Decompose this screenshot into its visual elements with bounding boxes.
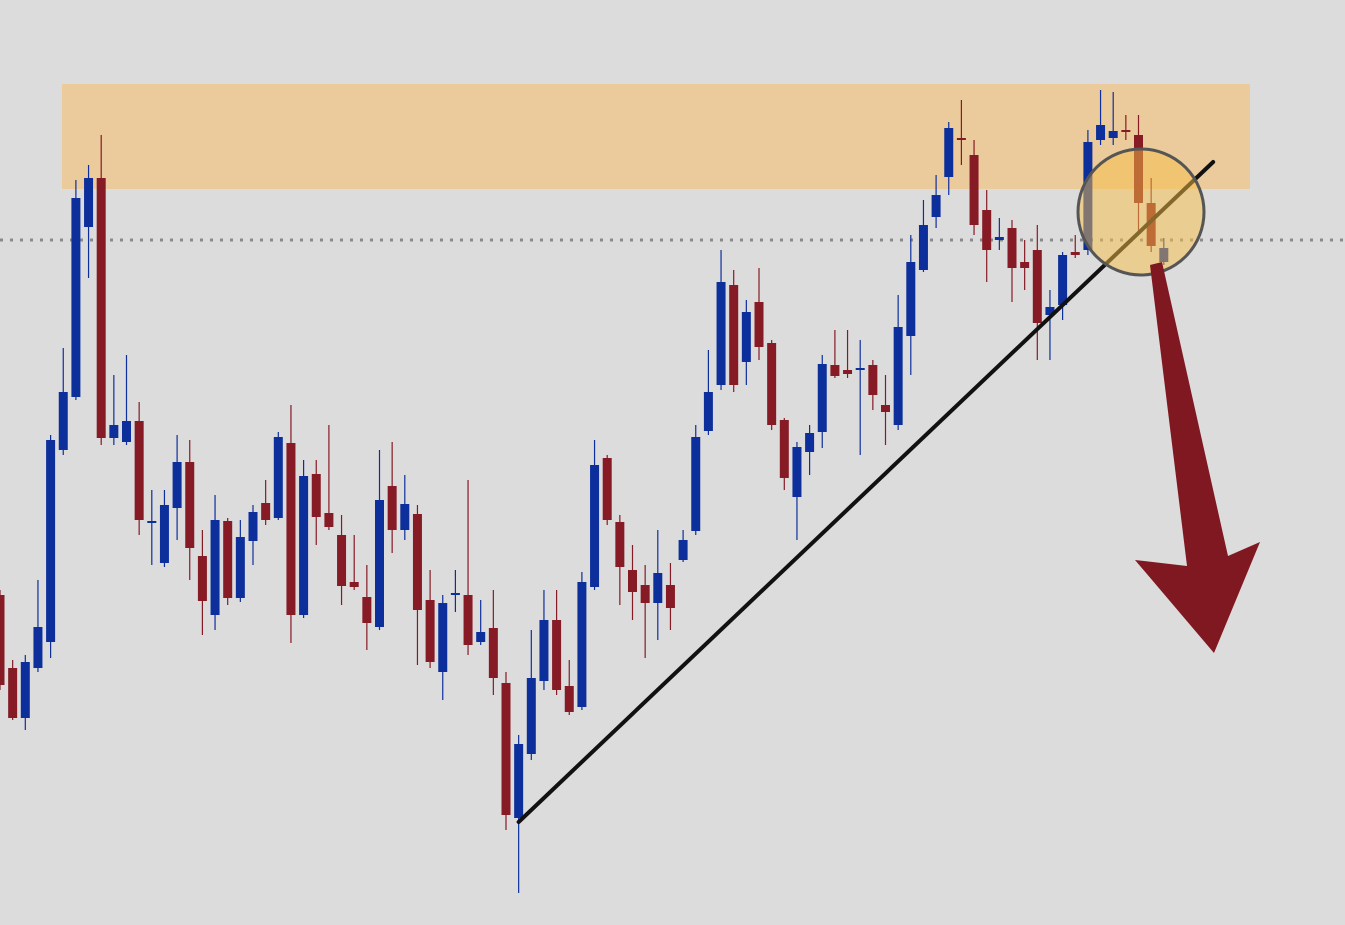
candle-body	[982, 210, 992, 250]
candle-body	[969, 155, 979, 225]
candle-body	[33, 627, 43, 668]
candle-body	[185, 462, 195, 548]
candle-body	[387, 486, 397, 530]
candle-body	[349, 582, 359, 587]
candle-body	[412, 514, 422, 610]
trendline	[516, 160, 1216, 824]
candle-body	[1045, 307, 1055, 315]
candle-body	[1007, 228, 1017, 268]
plot	[0, 84, 1345, 893]
candle-body	[261, 503, 271, 520]
candle-body	[337, 535, 347, 586]
candle-body	[438, 603, 448, 672]
candle-body	[779, 420, 789, 478]
candle-body	[665, 585, 675, 608]
candle-body	[994, 237, 1004, 240]
resistance-zone	[62, 84, 1250, 189]
candle-body	[1096, 125, 1106, 140]
candle-body	[8, 668, 18, 718]
candle-body	[134, 421, 144, 520]
candle-body	[311, 474, 321, 517]
candle-body	[615, 522, 625, 567]
candle-body	[20, 662, 30, 718]
highlight-circle	[1076, 147, 1206, 277]
candle-body	[729, 285, 739, 385]
candle-body	[476, 632, 486, 642]
candle-body	[817, 364, 827, 432]
candle-body	[84, 178, 94, 227]
candle-body	[96, 178, 106, 438]
candle-body	[539, 620, 549, 681]
candle-body	[1032, 250, 1042, 323]
candle-body	[147, 521, 157, 523]
candle-body	[1070, 252, 1080, 255]
candle-body	[514, 744, 524, 818]
candle-body	[741, 312, 751, 362]
candle-body	[1020, 262, 1030, 268]
candle-body	[526, 678, 536, 754]
candle-body	[906, 262, 916, 336]
candle-body	[754, 302, 764, 347]
candle-body	[767, 343, 777, 425]
candle-body	[400, 504, 410, 530]
candle-body	[944, 128, 954, 177]
candle-body	[628, 570, 637, 592]
candle-body	[58, 392, 68, 450]
candle-body	[918, 225, 928, 270]
candle-body	[172, 462, 182, 508]
candle-body	[881, 405, 890, 412]
candle-body	[375, 500, 384, 627]
candle-body	[843, 370, 853, 374]
candle-body	[716, 282, 726, 385]
candle-body	[855, 368, 865, 370]
candle-body	[286, 443, 296, 615]
candle-body	[893, 327, 903, 425]
candle-body	[210, 520, 220, 615]
candle-body	[678, 540, 688, 560]
candle-body	[0, 595, 5, 685]
candle-body	[463, 595, 473, 645]
candle-body	[425, 600, 435, 662]
candle-body	[488, 628, 498, 678]
candle-body	[450, 593, 460, 595]
candle-body	[122, 421, 131, 442]
candle-body	[223, 521, 233, 598]
candle-body	[868, 365, 878, 395]
candle-body	[362, 597, 372, 623]
down-arrow	[1135, 262, 1260, 653]
candle-body	[109, 425, 119, 438]
candle-body	[1058, 255, 1068, 305]
candle-body	[564, 686, 574, 712]
candle-body	[577, 582, 587, 707]
candle-body	[71, 198, 81, 397]
candle-body	[501, 683, 511, 815]
candle-body	[590, 465, 600, 587]
candle-body	[46, 440, 56, 642]
candle-body	[235, 537, 245, 598]
candle-body	[197, 556, 207, 601]
candle-body	[299, 476, 309, 615]
candle-body	[324, 513, 334, 527]
candle-body	[703, 392, 713, 431]
candle-body	[273, 437, 283, 518]
candle-body	[159, 505, 169, 563]
candle-body	[691, 437, 701, 531]
candle-body	[248, 512, 258, 541]
candle-body	[640, 585, 650, 603]
candle-body	[830, 365, 840, 376]
candle-body	[653, 573, 663, 603]
candle-body	[956, 138, 966, 140]
candle-body	[1108, 131, 1118, 138]
candle-body	[792, 447, 802, 497]
candle-body	[931, 195, 941, 217]
candle-body	[602, 458, 612, 520]
candle-body	[1121, 130, 1131, 132]
candle-body	[805, 433, 815, 452]
candle-body	[552, 620, 562, 690]
